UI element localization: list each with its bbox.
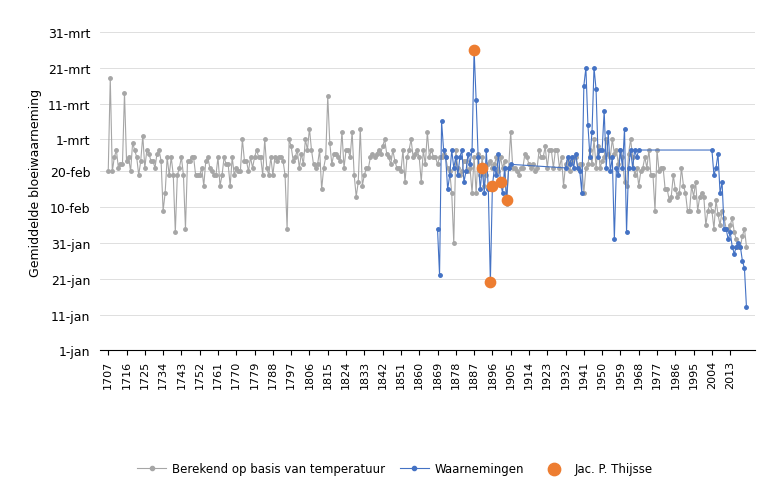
Berekend op basis van temperatuur <box>105 76 115 82</box>
Jac. P. Thijsse <box>484 279 497 287</box>
Berekend op basis van temperatuur <box>742 244 751 250</box>
Berekend op basis van temperatuur <box>455 173 464 179</box>
Berekend op basis van temperatuur <box>104 169 113 175</box>
Y-axis label: Gemiddelde bloeiwaarneming: Gemiddelde bloeiwaarneming <box>29 89 42 277</box>
Waarnemingen <box>624 165 633 171</box>
Waarnemingen <box>433 226 442 232</box>
Jac. P. Thijsse <box>486 182 498 190</box>
Berekend op basis van temperatuur <box>496 155 505 161</box>
Legend: Berekend op basis van temperatuur, Waarnemingen, Jac. P. Thijsse: Berekend op basis van temperatuur, Waarn… <box>132 457 657 479</box>
Jac. P. Thijsse <box>494 179 507 187</box>
Jac. P. Thijsse <box>500 197 513 205</box>
Berekend op basis van temperatuur <box>122 158 131 164</box>
Berekend op basis van temperatuur <box>533 165 542 171</box>
Waarnemingen <box>598 148 607 154</box>
Jac. P. Thijsse <box>476 164 488 172</box>
Waarnemingen <box>742 305 751 311</box>
Waarnemingen <box>470 48 479 54</box>
Waarnemingen <box>713 151 722 157</box>
Berekend op basis van temperatuur <box>715 223 725 229</box>
Line: Berekend op basis van temperatuur: Berekend op basis van temperatuur <box>106 78 748 249</box>
Berekend op basis van temperatuur <box>734 244 743 250</box>
Waarnemingen <box>632 155 641 161</box>
Line: Waarnemingen: Waarnemingen <box>436 49 748 310</box>
Jac. P. Thijsse <box>468 47 480 55</box>
Waarnemingen <box>708 148 717 154</box>
Berekend op basis van temperatuur <box>537 155 546 161</box>
Waarnemingen <box>634 148 644 154</box>
